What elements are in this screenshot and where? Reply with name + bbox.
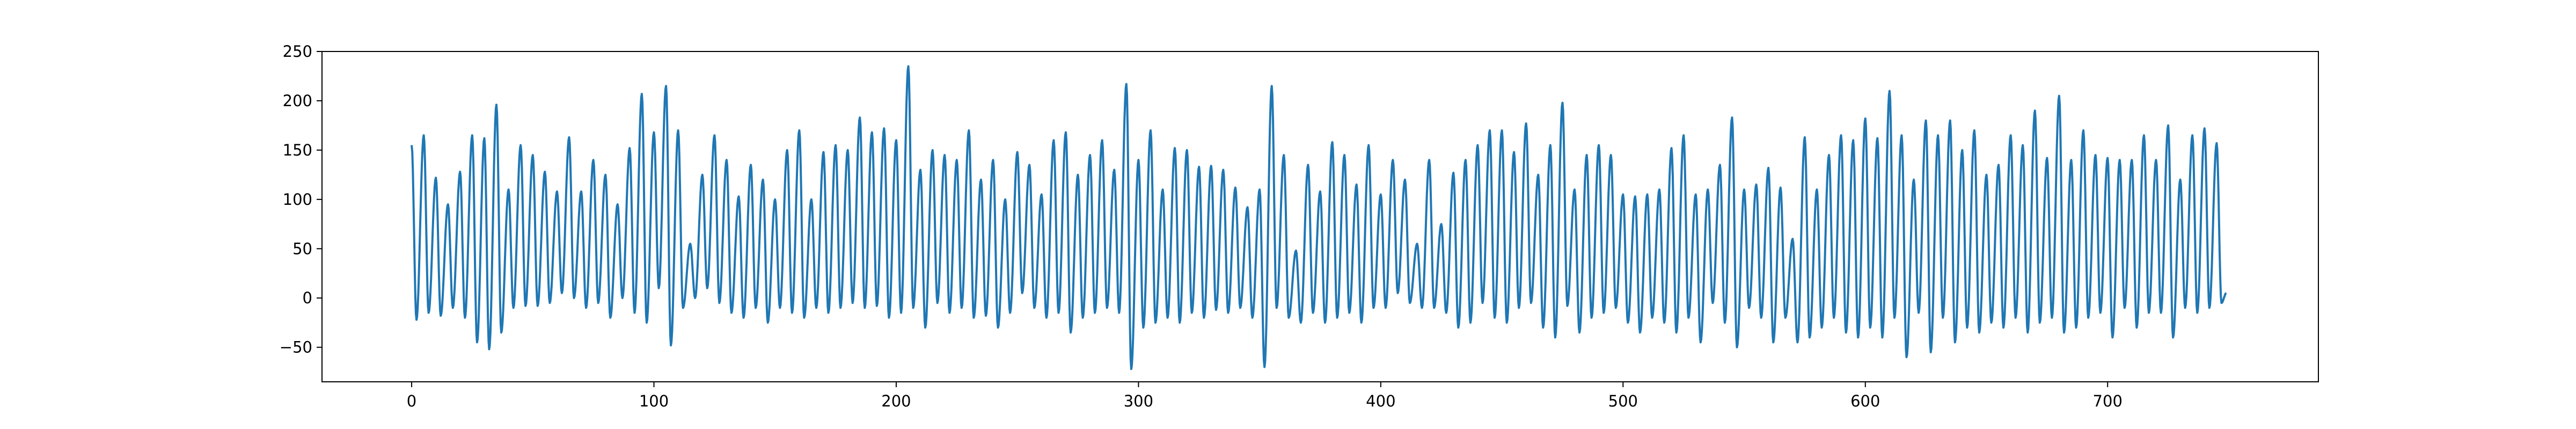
y-tick-label: −50 <box>280 338 312 357</box>
plot-frame <box>321 51 2319 382</box>
y-tick-label: 200 <box>283 92 312 110</box>
x-tick-label: 600 <box>1850 392 1880 410</box>
y-tick-label: 150 <box>283 141 312 159</box>
x-tick-label: 200 <box>881 392 911 410</box>
x-tick-label: 0 <box>407 392 416 410</box>
x-tick-label: 300 <box>1124 392 1153 410</box>
plot-background <box>322 51 2318 382</box>
x-tick-label: 500 <box>1608 392 1638 410</box>
y-tick-label: 250 <box>283 42 312 61</box>
y-axis-ticks: −50 0 50 100 150 200 250 <box>280 42 322 357</box>
x-tick-label: 100 <box>639 392 669 410</box>
x-tick-label: 700 <box>2093 392 2123 410</box>
series-line <box>411 65 2227 371</box>
x-tick-label: 400 <box>1366 392 1395 410</box>
y-tick-label: 0 <box>303 289 312 307</box>
x-axis-ticks: 0 100 200 300 400 500 600 700 <box>407 382 2123 410</box>
y-tick-label: 50 <box>292 240 312 258</box>
y-tick-label: 100 <box>283 190 312 209</box>
